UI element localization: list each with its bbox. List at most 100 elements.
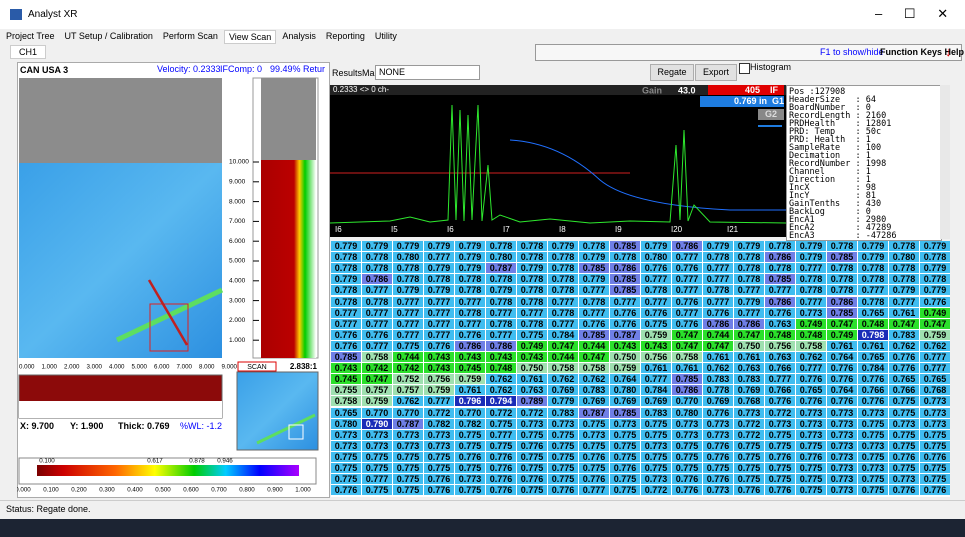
grid-cell: 0.748 xyxy=(765,330,795,340)
grid-cell: 0.775 xyxy=(703,463,733,473)
grid-cell: 0.773 xyxy=(827,419,857,429)
grid-cell: 0.775 xyxy=(765,463,795,473)
grid-cell: 0.775 xyxy=(610,474,640,484)
grid-cell: 0.779 xyxy=(362,241,392,251)
grid-cell: 0.783 xyxy=(703,374,733,384)
grid-cell: 0.775 xyxy=(765,474,795,484)
grid-cell: 0.773 xyxy=(889,474,919,484)
x-tick-label: 0.000 xyxy=(19,364,35,371)
channel-tab[interactable]: CH1 xyxy=(10,45,46,59)
grid-cell: 0.786 xyxy=(827,297,857,307)
grid-cell: 0.776 xyxy=(796,452,826,462)
grid-cell: 0.779 xyxy=(393,241,423,251)
grid-cell: 0.780 xyxy=(610,385,640,395)
grid-cell: 0.786 xyxy=(362,274,392,284)
grid-cell: 0.773 xyxy=(827,408,857,418)
grid-cell: 0.776 xyxy=(331,341,361,351)
grid-cell: 0.749 xyxy=(796,319,826,329)
bscan-back xyxy=(19,401,222,418)
colorbar-marker: 0.878 xyxy=(189,458,205,465)
window-controls[interactable]: – ☐ ✕ xyxy=(875,6,948,22)
grid-cell: 0.778 xyxy=(455,308,485,318)
grid-cell: 0.783 xyxy=(889,330,919,340)
grid-cell: 0.773 xyxy=(920,419,950,429)
regate-button[interactable]: Regate xyxy=(650,64,694,81)
scan-label: SCAN xyxy=(247,364,266,371)
grid-cell: 0.772 xyxy=(641,485,671,495)
info-scrollbar[interactable] xyxy=(940,85,950,239)
grid-cell: 0.786 xyxy=(672,241,702,251)
grid-cell: 0.745 xyxy=(455,363,485,373)
grid-cell: 0.757 xyxy=(393,385,423,395)
grid-cell: 0.779 xyxy=(734,297,764,307)
histogram-checkbox[interactable] xyxy=(739,63,750,74)
side-empty xyxy=(261,78,316,160)
grid-cell: 0.763 xyxy=(765,352,795,362)
grid-cell: 0.759 xyxy=(610,363,640,373)
grid-cell: 0.776 xyxy=(703,474,733,484)
colorbar-tick: 0.400 xyxy=(127,487,143,494)
grid-cell: 0.743 xyxy=(517,352,547,362)
grid-cell: 0.779 xyxy=(734,241,764,251)
grid-cell: 0.778 xyxy=(486,319,516,329)
grid-cell: 0.779 xyxy=(920,241,950,251)
grid-cell: 0.778 xyxy=(517,297,547,307)
grid-cell: 0.779 xyxy=(393,285,423,295)
thickness: 0.769 in xyxy=(734,96,767,106)
help-arrow[interactable]: ↓ xyxy=(945,44,952,59)
grid-cell: 0.777 xyxy=(362,319,392,329)
ascan-header: 0.2333 <> 0 ch- xyxy=(333,85,389,94)
grid-cell: 0.773 xyxy=(858,408,888,418)
grid-cell: 0.777 xyxy=(672,252,702,262)
grid-cell: 0.775 xyxy=(920,474,950,484)
grid-cell: 0.749 xyxy=(920,308,950,318)
grid-cell: 0.775 xyxy=(858,474,888,484)
grid-cell: 0.777 xyxy=(920,363,950,373)
grid-cell: 0.776 xyxy=(920,452,950,462)
taskbar xyxy=(0,519,965,537)
menu-tab[interactable]: Perform Scan xyxy=(159,30,222,42)
export-button[interactable]: Export xyxy=(695,64,737,81)
grid-cell: 0.779 xyxy=(486,285,516,295)
grid-cell: 0.778 xyxy=(858,297,888,307)
menu-tab[interactable]: Project Tree xyxy=(2,30,59,42)
results-select[interactable]: NONE xyxy=(375,65,480,80)
grid-cell: 0.775 xyxy=(920,441,950,451)
menu-tab[interactable]: UT Setup / Calibration xyxy=(61,30,157,42)
x-tick-label: 2.000 xyxy=(64,364,80,371)
grid-cell: 0.778 xyxy=(517,319,547,329)
grid-cell: 0.773 xyxy=(734,408,764,418)
grid-cell: 0.778 xyxy=(331,297,361,307)
grid-cell: 0.787 xyxy=(393,419,423,429)
grid-cell: 0.778 xyxy=(362,297,392,307)
info-line: EncA3 : -47286 xyxy=(789,232,939,240)
grid-cell: 0.776 xyxy=(889,485,919,495)
menu-tab[interactable]: Utility xyxy=(371,30,401,42)
grid-cell: 0.778 xyxy=(486,297,516,307)
grid-cell: 0.778 xyxy=(548,285,578,295)
grid-cell: 0.777 xyxy=(362,308,392,318)
grid-cell: 0.776 xyxy=(331,485,361,495)
grid-cell: 0.777 xyxy=(672,285,702,295)
grid-cell: 0.775 xyxy=(455,441,485,451)
grid-cell: 0.777 xyxy=(362,474,392,484)
menu-tab[interactable]: View Scan xyxy=(224,30,276,44)
grid-cell: 0.776 xyxy=(827,374,857,384)
help-hint: F1 to show/hide xyxy=(820,47,884,57)
menu-tab[interactable]: Analysis xyxy=(278,30,320,42)
colorbar xyxy=(37,465,299,476)
grid-cell: 0.744 xyxy=(548,352,578,362)
grid-cell: 0.775 xyxy=(889,441,919,451)
grid-cell: 0.775 xyxy=(920,463,950,473)
grid-cell: 0.777 xyxy=(424,330,454,340)
grid-cell: 0.776 xyxy=(765,452,795,462)
grid-cell: 0.779 xyxy=(424,285,454,295)
grid-cell: 0.773 xyxy=(548,419,578,429)
grid-cell: 0.770 xyxy=(362,408,392,418)
grid-cell: 0.779 xyxy=(796,252,826,262)
readout-value: Thick: 0.769 xyxy=(118,421,170,431)
grid-cell: 0.773 xyxy=(920,408,950,418)
g2: G2 xyxy=(765,109,777,119)
menu-tab[interactable]: Reporting xyxy=(322,30,369,42)
